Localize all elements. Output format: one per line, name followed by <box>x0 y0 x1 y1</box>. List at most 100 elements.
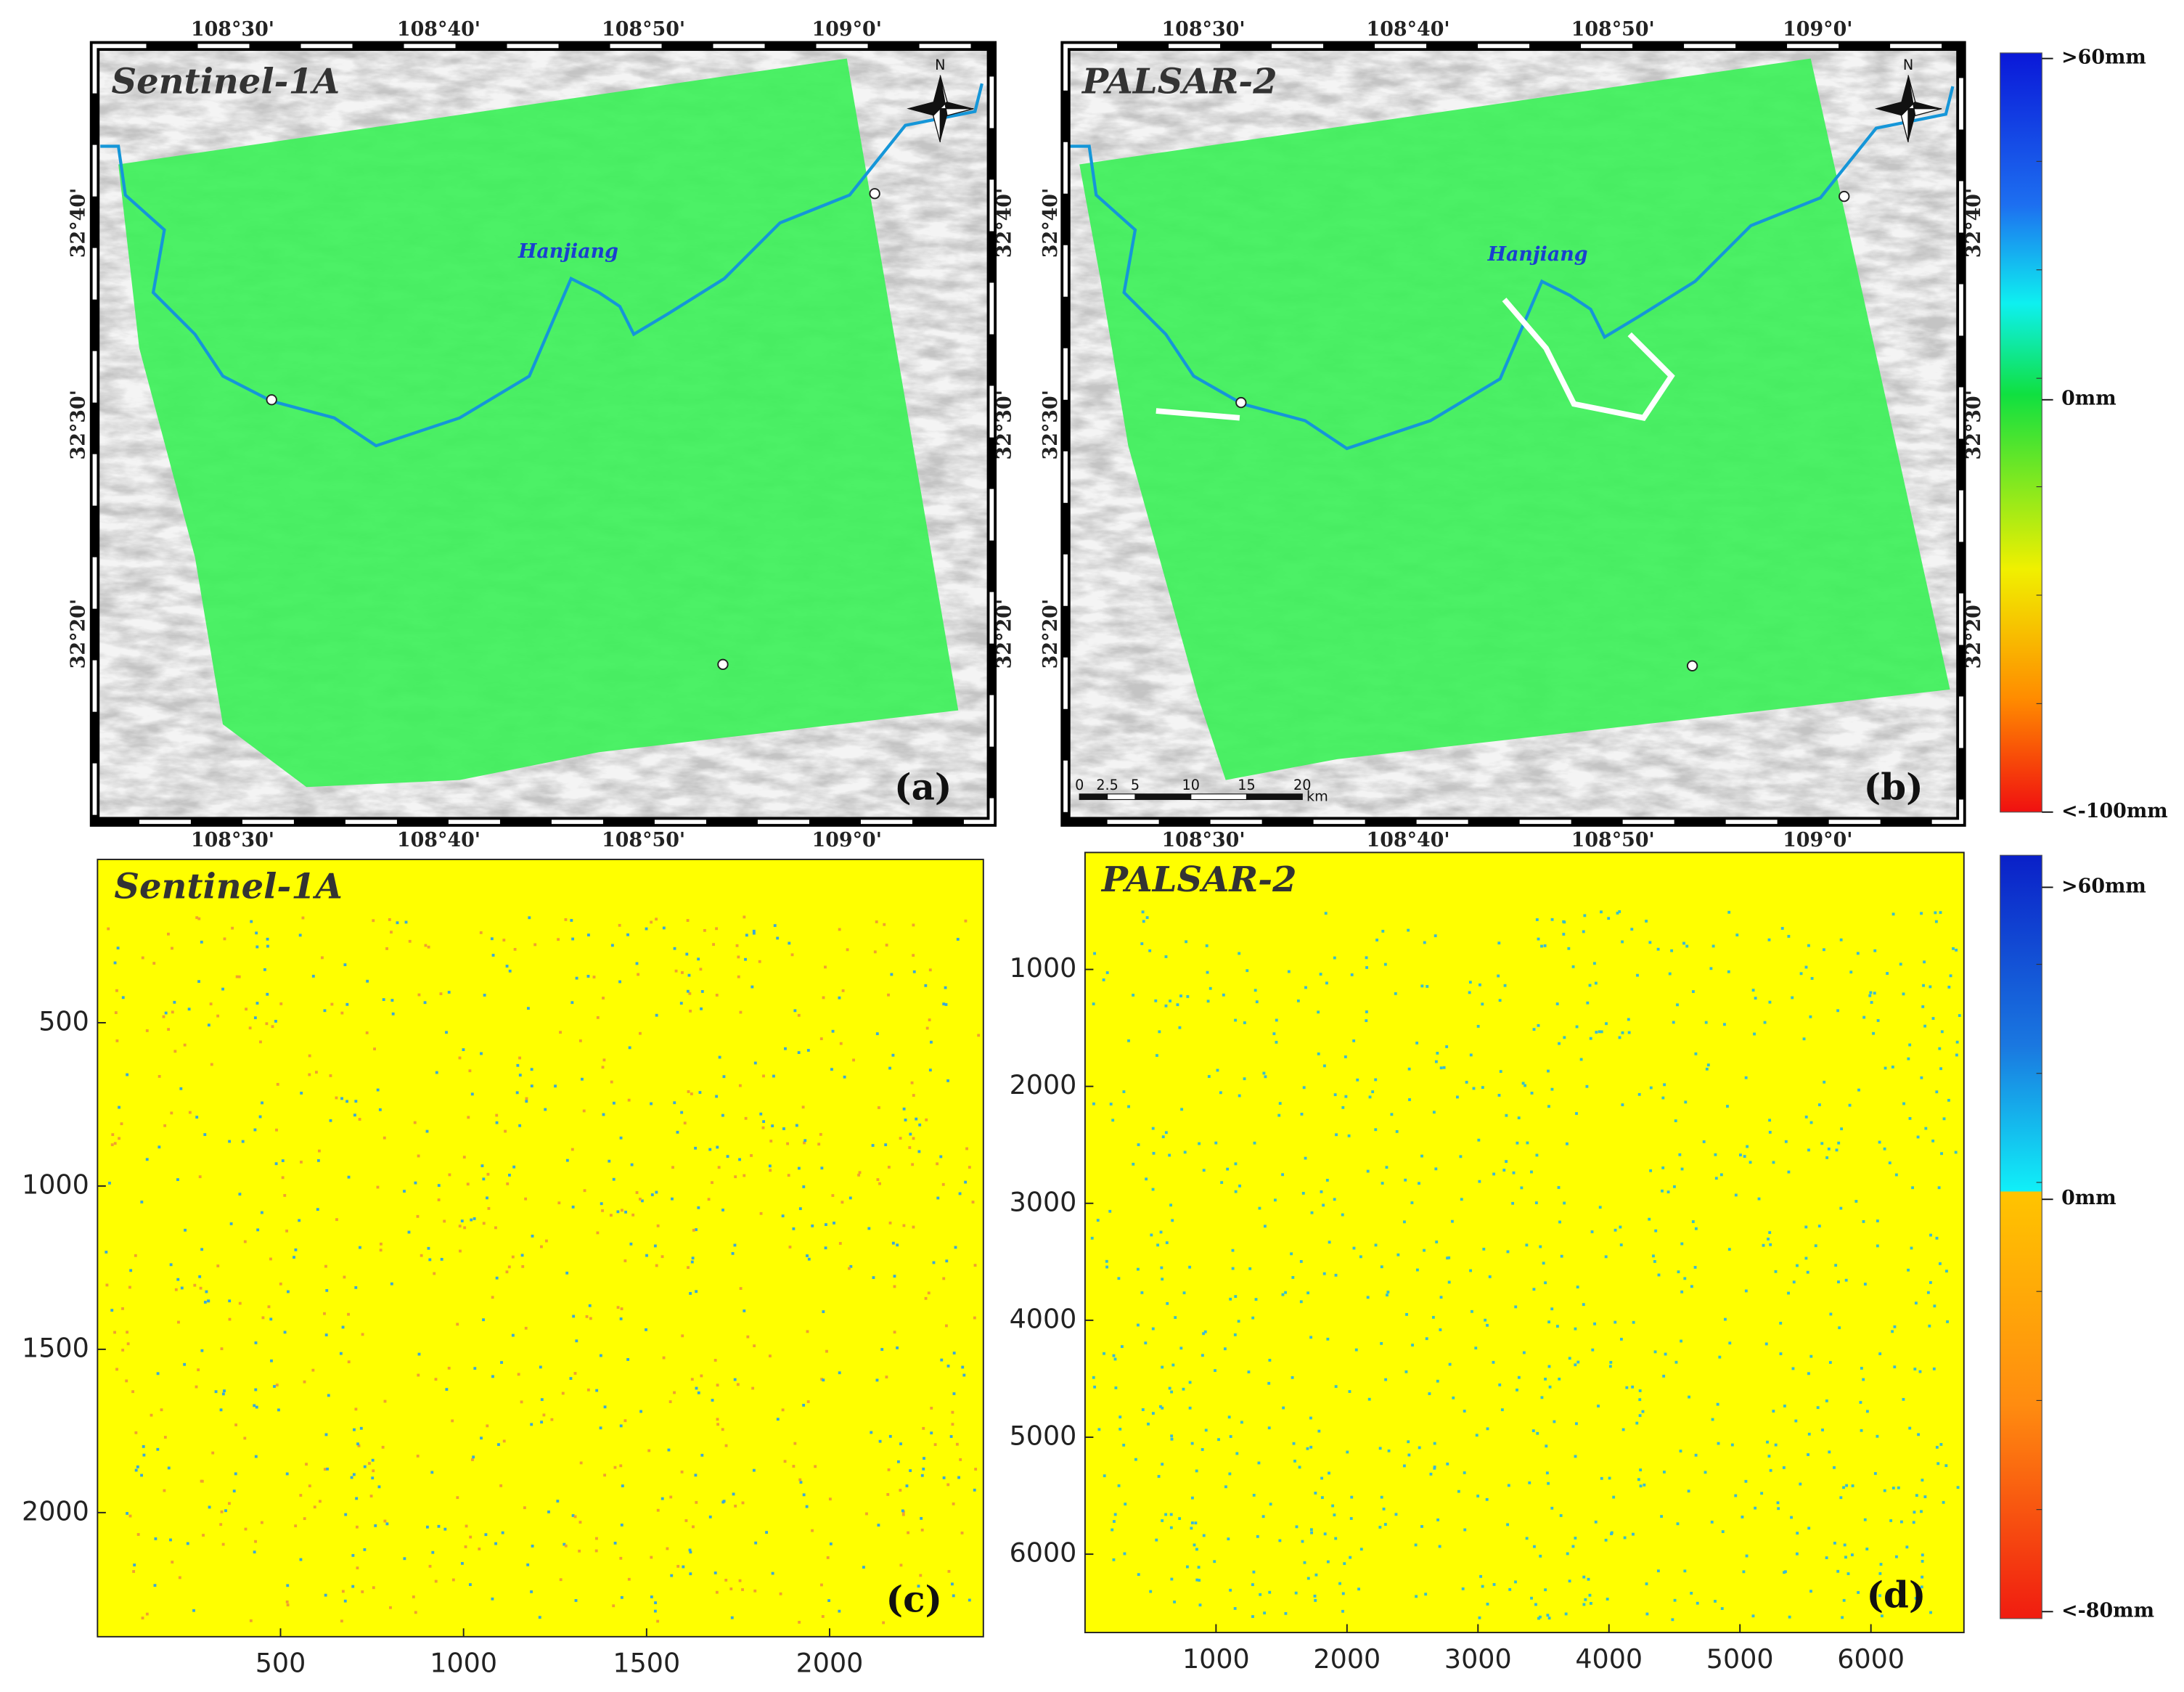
speckle <box>1179 994 1182 998</box>
speckle <box>105 1283 109 1287</box>
speckle <box>533 943 537 947</box>
speckle <box>1827 1147 1831 1151</box>
speckle <box>660 1255 664 1259</box>
speckle <box>556 1500 560 1503</box>
speckle <box>1193 1543 1196 1547</box>
speckle <box>1191 1496 1194 1500</box>
speckle <box>623 1419 627 1423</box>
speckle <box>136 1465 139 1468</box>
speckle <box>1807 1527 1811 1530</box>
speckle <box>1319 973 1322 976</box>
speckle <box>790 953 794 957</box>
speckle <box>134 1254 137 1257</box>
speckle <box>313 1505 316 1509</box>
speckle <box>1881 1614 1884 1618</box>
speckle <box>437 1524 441 1528</box>
speckle <box>1796 1532 1799 1535</box>
speckle <box>629 1242 633 1246</box>
speckle <box>1547 1320 1550 1324</box>
speckle <box>1347 1134 1351 1137</box>
speckle <box>1684 1100 1688 1104</box>
speckle <box>470 1218 473 1222</box>
speckle <box>1905 1545 1909 1549</box>
speckle <box>1102 978 1105 981</box>
speckle <box>347 1312 350 1316</box>
colorbar <box>2000 52 2042 813</box>
speckle <box>216 1014 220 1018</box>
speckle <box>1220 1181 1224 1185</box>
speckle <box>1537 937 1540 941</box>
speckle <box>890 973 893 976</box>
speckle <box>228 1299 232 1303</box>
speckle <box>512 1165 516 1169</box>
speckle <box>1314 1492 1317 1495</box>
speckle <box>852 1058 855 1062</box>
speckle <box>1608 1365 1612 1368</box>
speckle <box>964 1180 968 1184</box>
speckle <box>178 1576 181 1579</box>
speckle <box>1836 1009 1840 1013</box>
speckle <box>585 1315 589 1318</box>
speckle <box>1263 1611 1267 1615</box>
speckle <box>1117 1277 1121 1280</box>
speckle <box>559 1578 563 1582</box>
speckle <box>276 1082 279 1086</box>
speckle <box>1096 1219 1100 1222</box>
speckle <box>1420 1154 1423 1158</box>
speckle <box>1545 1471 1549 1475</box>
map-frame-ticks <box>92 44 994 825</box>
speckle <box>795 1124 798 1127</box>
speckle <box>1929 985 1932 989</box>
speckle <box>1486 1323 1489 1327</box>
speckle <box>655 917 658 921</box>
speckle <box>692 1525 695 1529</box>
speckle <box>283 1331 287 1334</box>
speckle <box>1907 1057 1910 1060</box>
speckle <box>1433 1442 1436 1445</box>
speckle <box>128 1514 132 1518</box>
speckle <box>880 1348 884 1351</box>
speckle <box>579 1461 583 1465</box>
speckle <box>1921 1559 1924 1563</box>
speckle <box>494 1226 497 1230</box>
speckle <box>928 968 932 972</box>
speckle <box>724 1578 728 1582</box>
speckle <box>1180 1108 1184 1111</box>
speckle <box>1607 917 1611 920</box>
speckle <box>507 1265 511 1269</box>
speckle <box>586 975 590 978</box>
speckle <box>911 1163 915 1166</box>
speckle <box>734 1175 737 1179</box>
speckle <box>887 993 890 997</box>
speckle <box>1661 1096 1665 1100</box>
speckle <box>685 952 689 956</box>
speckle <box>1492 1360 1495 1364</box>
speckle <box>1627 1031 1631 1034</box>
speckle <box>1691 990 1695 993</box>
panel-label: (d) <box>1866 1574 1926 1617</box>
speckle <box>951 1410 954 1414</box>
speckle <box>893 1285 896 1288</box>
speckle <box>1137 1267 1140 1271</box>
y-tick-label: 2000 <box>1010 1069 1077 1100</box>
speckle <box>1841 1616 1844 1619</box>
speckle <box>1253 1141 1256 1145</box>
speckle <box>1828 1450 1831 1454</box>
speckle <box>645 927 648 931</box>
speckle <box>340 1619 343 1623</box>
speckle <box>1231 1267 1235 1270</box>
speckle <box>722 1075 726 1079</box>
speckle <box>300 1092 303 1095</box>
speckle <box>183 1043 187 1047</box>
speckle <box>1433 934 1437 938</box>
speckle <box>674 969 678 973</box>
speckle <box>872 1276 875 1280</box>
speckle <box>1558 1220 1561 1224</box>
speckle <box>340 1097 343 1100</box>
speckle <box>1290 1252 1293 1256</box>
speckle <box>821 1615 825 1618</box>
speckle <box>753 1589 757 1593</box>
speckle <box>506 1182 510 1185</box>
speckle <box>116 947 120 950</box>
